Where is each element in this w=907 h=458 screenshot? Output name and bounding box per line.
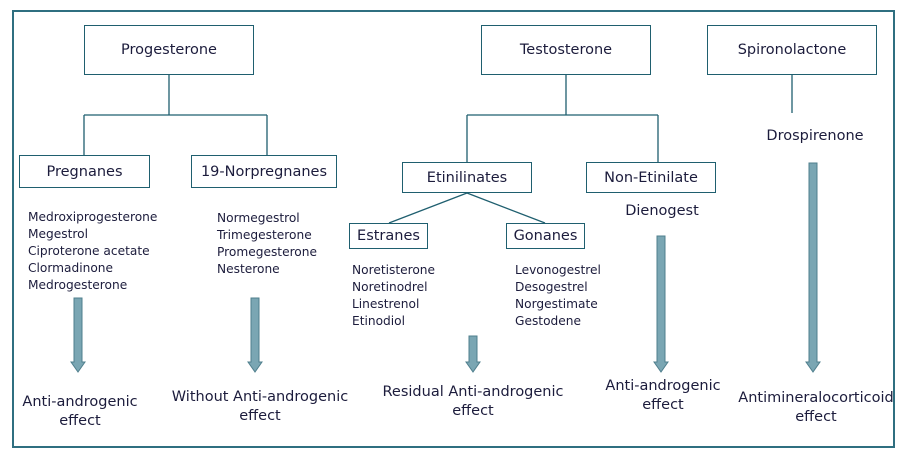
effect-pregnanes: Anti-androgenic effect	[22, 393, 137, 431]
label-dienogest: Dienogest	[625, 203, 699, 219]
list-item: Norgestimate	[515, 297, 598, 311]
list-item: Megestrol	[28, 227, 88, 241]
connector-etinilinates	[388, 192, 546, 224]
list-item: Ciproterone acetate	[28, 244, 150, 258]
arrow-down-icon-drospirenone	[805, 162, 821, 373]
effect-19-norpregnanes: Without Anti-androgenic effect	[172, 388, 348, 426]
list-item: Levonogestrel	[515, 263, 601, 277]
list-item: Linestrenol	[352, 297, 420, 311]
arrow-down-icon-19-norpregnanes	[247, 297, 263, 373]
list-item: Gestodene	[515, 314, 581, 328]
box-non-etinilate: Non-Etinilate	[586, 162, 716, 193]
box-gonanes: Gonanes	[506, 223, 585, 249]
box-testosterone: Testosterone	[481, 25, 651, 75]
effect-line: effect	[59, 413, 101, 429]
list-19-norpregnanes: Normegestrol Trimegesterone Promegestero…	[217, 210, 317, 278]
list-estranes: Noretisterone Noretinodrel Linestrenol E…	[352, 262, 435, 330]
effect-line: effect	[642, 397, 684, 413]
label-drospirenone: Drospirenone	[766, 128, 864, 144]
list-item: Promegesterone	[217, 245, 317, 259]
effect-line: Anti-androgenic	[22, 394, 138, 410]
box-pregnanes: Pregnanes	[19, 155, 150, 188]
connector-progesterone	[83, 75, 268, 155]
list-item: Clormadinone	[28, 261, 114, 275]
list-gonanes: Levonogestrel Desogestrel Norgestimate G…	[515, 262, 601, 330]
effect-line: Residual Anti-androgenic	[382, 384, 564, 400]
box-etinilinates: Etinilinates	[402, 162, 532, 193]
list-item: Noretisterone	[352, 263, 436, 277]
frame	[12, 10, 895, 448]
effect-line: Without Anti-androgenic	[171, 389, 349, 405]
connector-testosterone	[466, 75, 659, 162]
box-19-norpregnanes: 19-Norpregnanes	[191, 155, 337, 188]
arrow-down-icon-etinilinates	[465, 335, 481, 373]
effect-etinilinates: Residual Anti-androgenic effect	[382, 383, 563, 421]
effect-dienogest: Anti-androgenic effect	[605, 377, 720, 415]
list-item: Trimegesterone	[217, 228, 312, 242]
list-pregnanes: Medroxiprogesterone Megestrol Ciproteron…	[28, 209, 157, 294]
effect-line: Anti-androgenic	[605, 378, 721, 394]
arrow-down-icon-pregnanes	[70, 297, 86, 373]
effect-line: effect	[452, 403, 494, 419]
box-spironolactone: Spironolactone	[707, 25, 877, 75]
list-item: Etinodiol	[352, 314, 406, 328]
list-item: Desogestrel	[515, 280, 588, 294]
list-item: Nesterone	[217, 262, 280, 276]
effect-line: Antimineralocorticoid	[738, 390, 894, 406]
effect-line: effect	[795, 409, 837, 425]
list-item: Medroxiprogesterone	[28, 210, 158, 224]
box-estranes: Estranes	[349, 223, 428, 249]
effect-drospirenone: Antimineralocorticoid effect	[738, 389, 893, 427]
arrow-down-icon-dienogest	[653, 235, 669, 373]
list-item: Medrogesterone	[28, 278, 128, 292]
list-item: Noretinodrel	[352, 280, 428, 294]
list-item: Normegestrol	[217, 211, 300, 225]
effect-line: effect	[239, 408, 281, 424]
box-progesterone: Progesterone	[84, 25, 254, 75]
